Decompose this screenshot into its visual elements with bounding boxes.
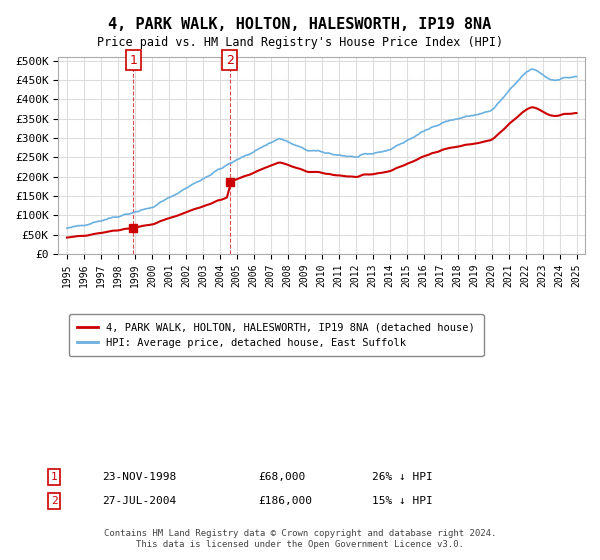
Text: 1: 1 bbox=[50, 472, 58, 482]
Text: 15% ↓ HPI: 15% ↓ HPI bbox=[372, 496, 433, 506]
Text: 23-NOV-1998: 23-NOV-1998 bbox=[102, 472, 176, 482]
Text: 4, PARK WALK, HOLTON, HALESWORTH, IP19 8NA: 4, PARK WALK, HOLTON, HALESWORTH, IP19 8… bbox=[109, 17, 491, 32]
Text: 26% ↓ HPI: 26% ↓ HPI bbox=[372, 472, 433, 482]
Text: 2: 2 bbox=[226, 54, 233, 67]
Text: Price paid vs. HM Land Registry's House Price Index (HPI): Price paid vs. HM Land Registry's House … bbox=[97, 36, 503, 49]
Text: Contains HM Land Registry data © Crown copyright and database right 2024.
This d: Contains HM Land Registry data © Crown c… bbox=[104, 529, 496, 549]
Text: 1: 1 bbox=[129, 54, 137, 67]
Legend: 4, PARK WALK, HOLTON, HALESWORTH, IP19 8NA (detached house), HPI: Average price,: 4, PARK WALK, HOLTON, HALESWORTH, IP19 8… bbox=[69, 314, 484, 356]
Text: 27-JUL-2004: 27-JUL-2004 bbox=[102, 496, 176, 506]
Text: 2: 2 bbox=[50, 496, 58, 506]
Text: £186,000: £186,000 bbox=[258, 496, 312, 506]
Text: £68,000: £68,000 bbox=[258, 472, 305, 482]
